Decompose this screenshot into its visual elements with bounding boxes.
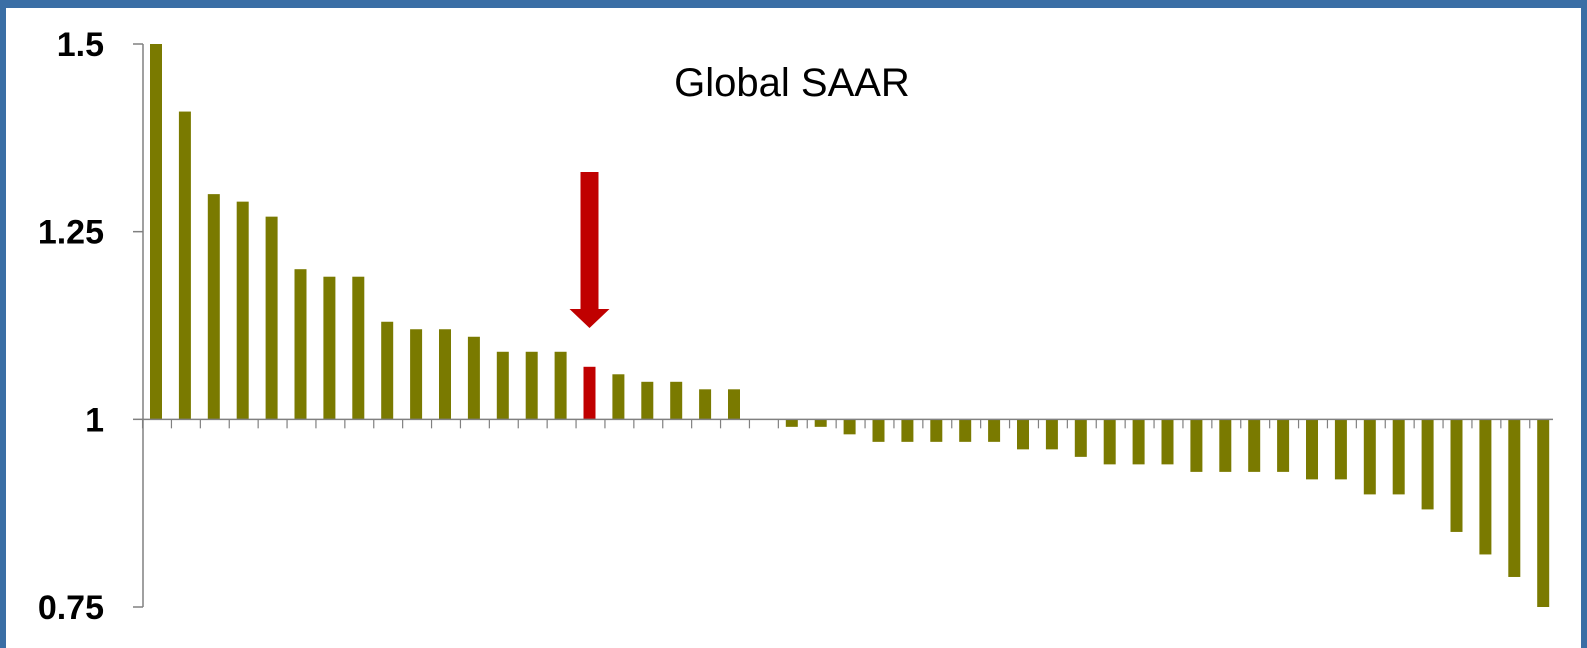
bar — [785, 419, 798, 427]
bar — [930, 419, 943, 442]
bar — [988, 419, 1001, 442]
bar — [670, 381, 683, 420]
bar — [728, 389, 740, 420]
bar — [439, 329, 451, 420]
y-tick-label: 0.75 — [38, 589, 104, 627]
bar — [150, 44, 162, 420]
bar — [959, 419, 972, 442]
bar — [236, 201, 249, 420]
bar — [496, 351, 509, 420]
bar — [1277, 419, 1290, 472]
highlighted-bar — [583, 366, 596, 420]
y-tick-label: 1.25 — [38, 214, 104, 252]
bar — [814, 419, 827, 427]
bar — [294, 269, 307, 420]
bar — [352, 276, 365, 420]
y-tick-label: 1.5 — [57, 26, 104, 64]
bar — [1392, 419, 1405, 495]
chart-title: Global SAAR — [674, 61, 910, 105]
bar — [612, 374, 625, 420]
bar — [178, 111, 191, 420]
bar — [1219, 419, 1232, 472]
y-axis: 1.5 1.25 1 0.75 — [38, 26, 144, 627]
bar — [265, 216, 278, 420]
bar — [1537, 419, 1550, 607]
bars-group — [150, 44, 1550, 607]
bar — [1363, 419, 1376, 495]
bar — [323, 276, 336, 420]
bar — [872, 419, 885, 442]
bar — [1161, 419, 1174, 465]
y-tick-label: 1 — [85, 401, 104, 439]
bar — [1103, 419, 1116, 465]
down-arrow-icon — [569, 172, 610, 328]
bar — [1132, 419, 1145, 465]
bar — [1045, 419, 1058, 450]
bar — [1450, 419, 1463, 532]
x-axis — [141, 418, 1553, 429]
bar — [1248, 419, 1261, 472]
bar — [207, 194, 220, 420]
bar — [1421, 419, 1434, 510]
bar — [1508, 419, 1521, 577]
bar — [699, 389, 712, 420]
bar — [554, 351, 567, 420]
bar — [1479, 419, 1492, 555]
bar — [1334, 419, 1347, 480]
annotation-group — [569, 172, 610, 328]
bar — [410, 329, 423, 420]
bar — [1190, 419, 1203, 472]
bar — [1074, 419, 1087, 457]
bar — [525, 351, 538, 420]
bar — [1017, 419, 1029, 450]
bar — [843, 419, 856, 435]
bar — [1306, 419, 1318, 480]
bar — [901, 419, 914, 442]
bar — [467, 336, 480, 420]
bar — [381, 321, 394, 420]
bar — [641, 381, 654, 420]
